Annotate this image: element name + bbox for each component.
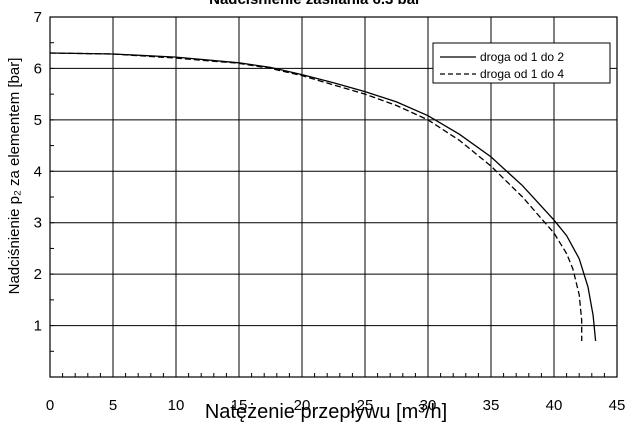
- series-layer: [49, 52, 597, 342]
- x-tick-labels: 0 5 10 15 20 25 30 35 40 45: [46, 397, 626, 414]
- x-tick-label: 25: [357, 397, 374, 414]
- plot-frame: [49, 16, 618, 378]
- y-tick-label: 3: [34, 215, 42, 232]
- y-tick-labels: 1 2 3 4 5 6 7: [34, 9, 42, 335]
- x-tick-label: 30: [420, 397, 437, 414]
- y-tick-label: 2: [34, 266, 42, 283]
- x-tick-label: 35: [483, 397, 500, 414]
- x-tick-label: 40: [546, 397, 563, 414]
- y-tick-label: 5: [34, 112, 42, 129]
- y-tick-label: 4: [34, 163, 42, 180]
- y-tick-label: 6: [34, 60, 42, 77]
- x-tick-label: 20: [294, 397, 311, 414]
- x-axis-title: Natężenie przepływu [m³/h]: [205, 401, 447, 423]
- legend-box: [432, 42, 611, 84]
- x-tick-label: 10: [168, 397, 185, 414]
- x-tick-label: 15: [231, 397, 248, 414]
- legend-label-series-1: droga od 1 do 2: [480, 50, 564, 64]
- chart-title: Nadciśnienie zasilania 6.3 bar: [209, 0, 421, 8]
- x-tick-label: 0: [46, 397, 54, 414]
- legend: droga od 1 do 2 droga od 1 do 4: [432, 42, 611, 84]
- x-tick-label: 45: [609, 397, 626, 414]
- series-line-droga-1-4: [49, 52, 583, 341]
- y-tick-label: 1: [34, 318, 42, 335]
- y-tick-label: 7: [34, 9, 42, 26]
- legend-label-series-2: droga od 1 do 4: [480, 67, 564, 81]
- y-axis-title: Nadciśnienie p₂ za elementem [bar]: [6, 58, 23, 295]
- x-tick-label: 5: [109, 397, 117, 414]
